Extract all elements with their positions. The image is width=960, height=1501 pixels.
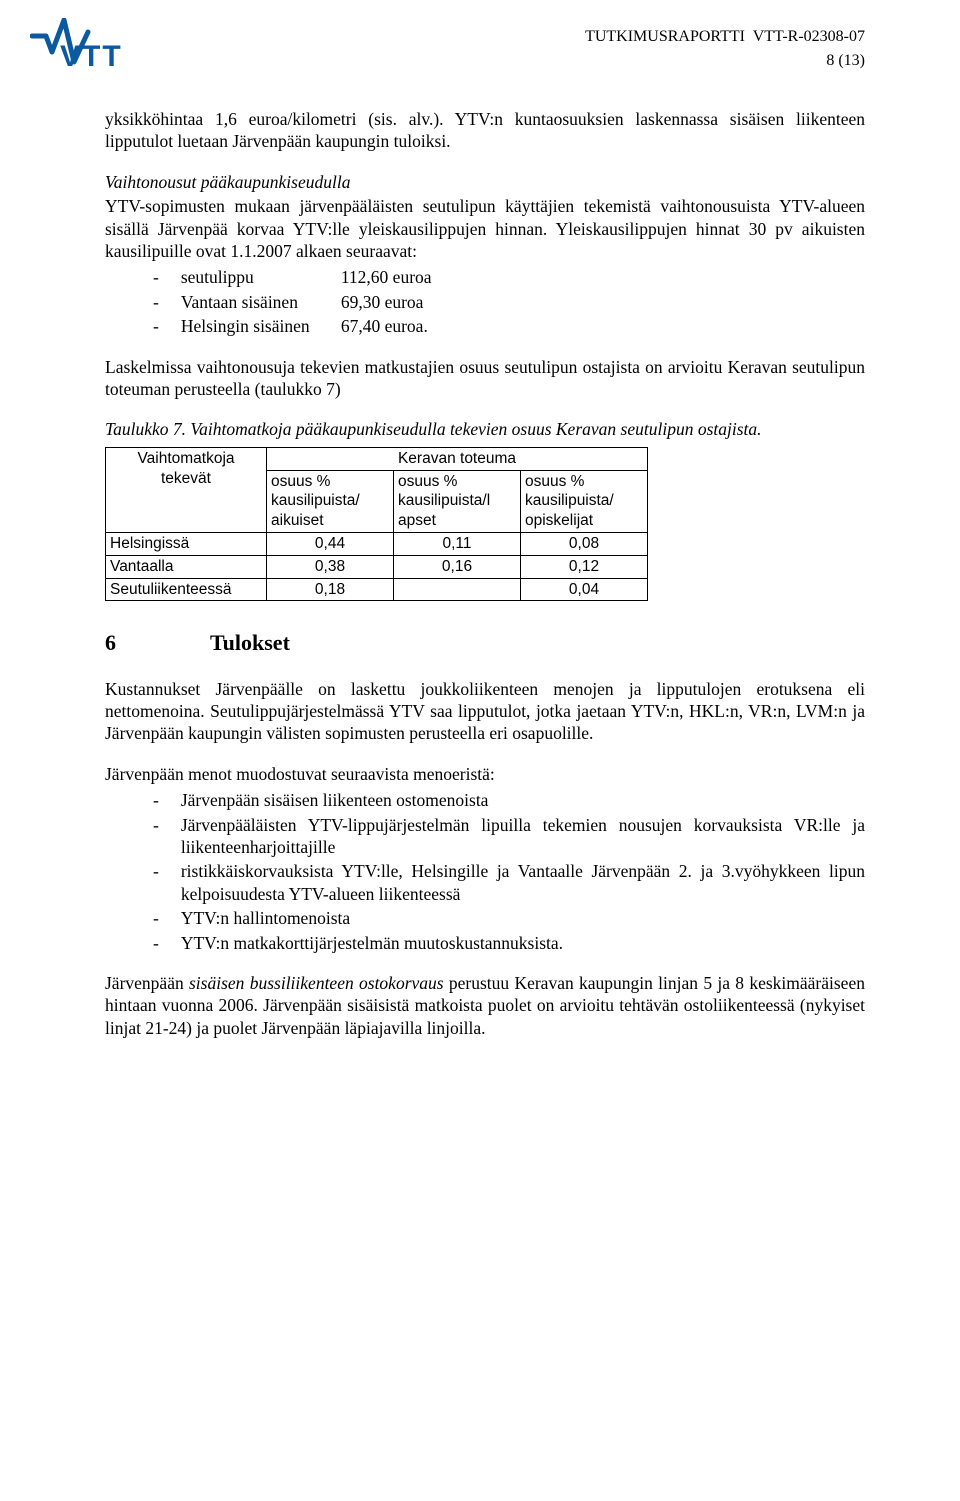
cell: 0,12	[521, 555, 648, 578]
section-6-heading: 6Tulokset	[105, 629, 865, 657]
section-title: Tulokset	[210, 630, 290, 655]
paragraph-2: YTV-sopimusten mukaan järvenpääläisten s…	[105, 195, 865, 262]
text: kausilipuista/	[525, 492, 614, 509]
cell: 0,44	[267, 533, 394, 556]
col-header: osuus % kausilipuista/l apset	[394, 470, 521, 532]
text: opiskelijat	[525, 512, 593, 529]
page-number: 8 (13)	[585, 52, 865, 70]
price-value: 112,60 euroa	[341, 266, 432, 288]
cell: 0,38	[267, 555, 394, 578]
paragraph-3: Laskelmissa vaihtonousuja tekevien matku…	[105, 356, 865, 401]
report-id: TUTKIMUSRAPORTTI VTT-R-02308-07	[585, 28, 865, 46]
list-item: YTV:n matkakorttijärjestelmän muutoskust…	[153, 932, 865, 954]
paragraph-2-heading: Vaihtonousut pääkaupunkiseudulla	[105, 171, 865, 193]
vtt-logo: VTT	[30, 18, 160, 74]
text: osuus %	[525, 473, 584, 490]
table-row: Seutuliikenteessä 0,18 0,04	[106, 578, 648, 601]
row-name: Vantaalla	[106, 555, 267, 578]
text: kausilipuista/	[271, 492, 360, 509]
table-7-caption: Taulukko 7. Vaihtomatkoja pääkaupunkiseu…	[105, 418, 865, 440]
cell: 0,08	[521, 533, 648, 556]
cell: 0,04	[521, 578, 648, 601]
list-item: seutulippu112,60 euroa	[153, 266, 865, 288]
list-item: ristikkäiskorvauksista YTV:lle, Helsingi…	[153, 860, 865, 905]
price-label: Helsingin sisäinen	[181, 315, 341, 337]
menot-list: Järvenpään sisäisen liikenteen ostomenoi…	[153, 789, 865, 954]
paragraph-6: Järvenpään sisäisen bussiliikenteen osto…	[105, 972, 865, 1039]
list-item: Järvenpääläisten YTV-lippujärjestelmän l…	[153, 814, 865, 859]
list-item: YTV:n hallintomenoista	[153, 907, 865, 929]
cell	[394, 578, 521, 601]
text: ristikkäiskorvauksista YTV:lle, Helsingi…	[181, 860, 865, 905]
row-header-label: Vaihtomatkoja tekevät	[106, 447, 267, 532]
price-list: seutulippu112,60 euroa Vantaan sisäinen6…	[153, 266, 865, 337]
text: tekevät	[161, 470, 211, 487]
page-content: yksikköhintaa 1,6 euroa/kilometri (sis. …	[105, 108, 865, 1039]
superheader: Keravan toteuma	[267, 447, 648, 470]
cell: 0,16	[394, 555, 521, 578]
list-item: Järvenpään sisäisen liikenteen ostomenoi…	[153, 789, 865, 811]
text: Järvenpään sisäisen liikenteen ostomenoi…	[181, 789, 865, 811]
text: osuus %	[271, 473, 330, 490]
table-7: Vaihtomatkoja tekevät Keravan toteuma os…	[105, 447, 865, 602]
text: Vaihtomatkoja	[137, 450, 234, 467]
paragraph-4: Kustannukset Järvenpäälle on laskettu jo…	[105, 678, 865, 745]
list-item: Vantaan sisäinen69,30 euroa	[153, 291, 865, 313]
text: Järvenpään	[105, 973, 189, 993]
text: aikuiset	[271, 512, 324, 529]
page-header: TUTKIMUSRAPORTTI VTT-R-02308-07 8 (13)	[585, 28, 865, 70]
row-name: Seutuliikenteessä	[106, 578, 267, 601]
row-name: Helsingissä	[106, 533, 267, 556]
text: Järvenpääläisten YTV-lippujärjestelmän l…	[181, 814, 865, 859]
cell: 0,18	[267, 578, 394, 601]
price-label: seutulippu	[181, 266, 341, 288]
paragraph-5: Järvenpään menot muodostuvat seuraavista…	[105, 763, 865, 785]
col-header: osuus % kausilipuista/ aikuiset	[267, 470, 394, 532]
price-value: 67,40 euroa.	[341, 315, 428, 337]
text: kausilipuista/l	[398, 492, 490, 509]
table-row: Vantaalla 0,38 0,16 0,12	[106, 555, 648, 578]
col-header: osuus % kausilipuista/ opiskelijat	[521, 470, 648, 532]
text: YTV:n hallintomenoista	[181, 907, 865, 929]
cell: 0,11	[394, 533, 521, 556]
text: YTV:n matkakorttijärjestelmän muutoskust…	[181, 932, 865, 954]
svg-text:VTT: VTT	[60, 40, 123, 73]
price-label: Vantaan sisäinen	[181, 291, 341, 313]
paragraph-1: yksikköhintaa 1,6 euroa/kilometri (sis. …	[105, 108, 865, 153]
text-italic: sisäisen bussiliikenteen ostokorvaus	[189, 973, 444, 993]
page: VTT TUTKIMUSRAPORTTI VTT-R-02308-07 8 (1…	[0, 0, 960, 1097]
section-number: 6	[105, 629, 210, 657]
price-value: 69,30 euroa	[341, 291, 424, 313]
list-item: Helsingin sisäinen67,40 euroa.	[153, 315, 865, 337]
text: apset	[398, 512, 436, 529]
table-row: Helsingissä 0,44 0,11 0,08	[106, 533, 648, 556]
text: osuus %	[398, 473, 457, 490]
